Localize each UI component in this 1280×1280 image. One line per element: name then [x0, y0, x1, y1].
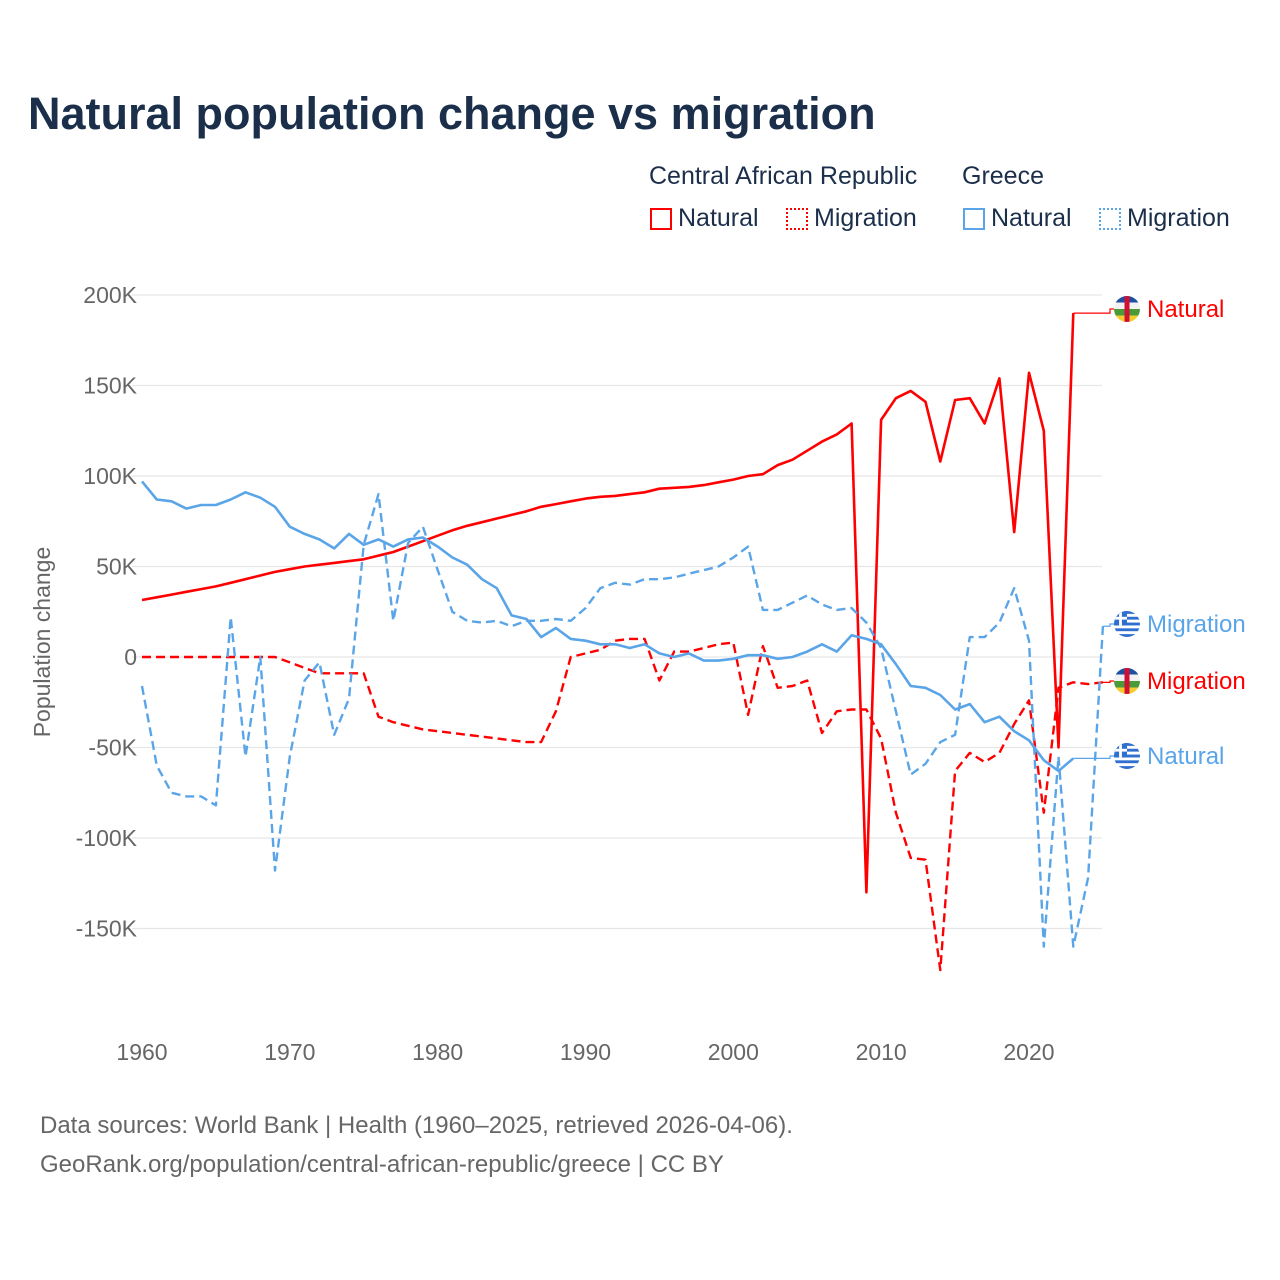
- legend-swatch-solid: [650, 207, 672, 230]
- legend-car-migration[interactable]: Migration: [786, 204, 917, 233]
- legend-group-greece: Greece: [962, 162, 1044, 190]
- series-end-label: Natural: [1147, 296, 1224, 323]
- x-tick-label: 1970: [264, 1039, 315, 1065]
- x-tick-label: 1960: [116, 1039, 167, 1065]
- car-flag-icon: [1114, 668, 1140, 694]
- series-end-label: Natural: [1147, 743, 1224, 770]
- greece-flag-icon: [1114, 743, 1140, 769]
- label-connector: [1102, 680, 1114, 683]
- y-tick-label: 0: [124, 644, 137, 670]
- source-link[interactable]: GeoRank.org/population/central-african-r…: [40, 1151, 724, 1178]
- y-tick-label: -150K: [76, 916, 138, 942]
- legend-greece-migration[interactable]: Migration: [1099, 204, 1230, 233]
- series-line-0: [141, 313, 1075, 894]
- y-tick-label: 150K: [83, 373, 137, 399]
- legend-group-car: Central African Republic: [649, 162, 918, 190]
- data-source: Data sources: World Bank | Health (1960–…: [40, 1112, 793, 1139]
- legend-label: Natural: [991, 204, 1072, 232]
- x-tick-label: 2010: [856, 1039, 907, 1065]
- series-line-2: [140, 480, 1075, 773]
- greece-flag-icon: [1114, 611, 1140, 637]
- legend-label: Natural: [678, 204, 759, 232]
- series-end-label: Migration: [1147, 668, 1246, 695]
- legend-car-natural[interactable]: Natural: [650, 204, 759, 233]
- label-connector: [1102, 623, 1114, 627]
- y-tick-label: -100K: [76, 825, 138, 851]
- legend-swatch-dotted: [1099, 207, 1121, 230]
- y-tick-label: 50K: [96, 554, 138, 580]
- x-tick-label: 1980: [412, 1039, 463, 1065]
- legend-swatch-dotted: [786, 207, 808, 230]
- legend-label: Migration: [1127, 204, 1230, 232]
- x-tick-label: 1990: [560, 1039, 611, 1065]
- chart-title: Natural population change vs migration: [28, 88, 876, 139]
- legend-swatch-solid: [963, 207, 985, 230]
- legend-label: Migration: [814, 204, 917, 232]
- label-connector: [1073, 755, 1114, 759]
- series-end-label: Migration: [1147, 611, 1246, 638]
- series-line-3: [140, 492, 1105, 948]
- label-connector: [1073, 308, 1114, 314]
- series-line-1: [142, 637, 1104, 972]
- car-flag-icon: [1114, 296, 1140, 322]
- y-tick-label: 100K: [83, 463, 137, 489]
- x-tick-label: 2020: [1003, 1039, 1054, 1065]
- y-tick-label: -50K: [88, 735, 137, 761]
- x-tick-label: 2000: [708, 1039, 759, 1065]
- y-tick-label: 200K: [83, 282, 137, 308]
- y-axis-label: Population change: [29, 547, 55, 738]
- legend-greece-natural[interactable]: Natural: [963, 204, 1072, 233]
- footer: Data sources: World Bank | Health (1960–…: [40, 1106, 793, 1184]
